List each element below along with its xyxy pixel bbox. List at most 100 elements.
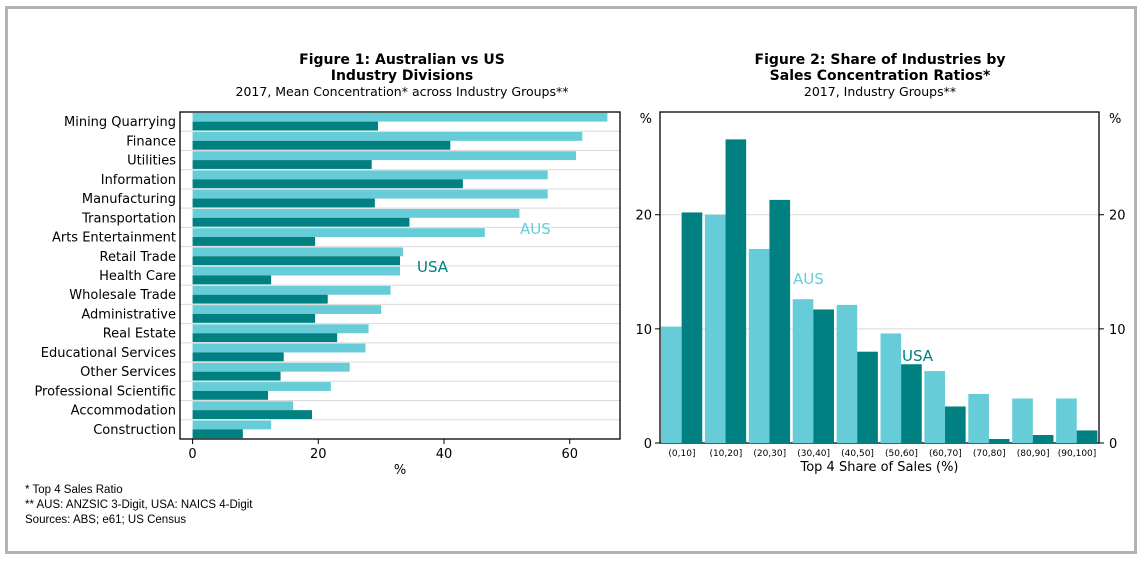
figure1-bar-aus-information [192,170,548,180]
figure1-bar-usa-finance [192,140,451,150]
figure1-subtitle: 2017, Mean Concentration* across Industr… [235,84,569,99]
figure2-category-label: (30,40] [797,449,830,459]
figure2-plot-frame [659,111,1100,444]
figure1-category-label: Information [101,173,176,188]
figure2-ytick-label-right: 10 [1109,323,1126,338]
figure1-bar-aus-manufacturing [192,189,548,199]
figure1-bar-aus-transportation [192,208,520,218]
figure2-bar-aus-40-50 [836,304,858,443]
figure1-bar-usa-professional-scientific [192,390,268,400]
figure1-category-label: Utilities [127,154,176,169]
figure1-bar-aus-other-services [192,362,350,372]
figure2-category-label: (70,80] [973,449,1006,459]
figure1-bar-usa-transportation [192,217,410,227]
figure2-bar-usa-90-100 [1076,430,1098,443]
figure1-category-label: Administrative [81,307,176,322]
figure1-xtick-label: 0 [188,447,196,462]
figure1-category-label: Health Care [99,269,176,284]
figure1-bar-usa-arts-entertainment [192,237,316,246]
figure1-bar-aus-mining-quarrying [192,112,608,122]
figure2-bar-usa-40-50 [857,351,878,443]
figure-frame [5,6,1137,554]
figure1-category-label: Mining Quarrying [64,115,176,130]
figure2-category-label: (60,70] [929,449,962,459]
figure2-category-label: (0,10] [668,449,695,459]
figure1-bar-usa-health-care [192,275,272,285]
figure1-bar-aus-health-care [192,266,400,276]
figure1-title-line2: Industry Divisions [330,68,474,84]
figure2-bar-aus-60-70 [924,371,946,443]
figure1-category-label: Manufacturing [82,192,176,207]
figure2-title-line1: Figure 2: Share of Industries by [754,52,1006,68]
figure2-ytick-label-right: 20 [1109,209,1126,224]
figure2-category-label: (90,100] [1058,449,1097,459]
figure1-plot-frame [179,111,621,440]
footnote-classification: ** AUS: ANZSIC 3-Digit, USA: NAICS 4-Dig… [25,499,253,511]
figure1-bar-usa-wholesale-trade [192,294,328,304]
figure1-category-label: Accommodation [71,404,176,419]
figure1-category-label: Arts Entertainment [52,231,176,246]
figure2-bar-usa-0-10 [681,212,703,443]
figure2-title-line2: Sales Concentration Ratios* [769,68,991,84]
figure1-series-label-usa: USA [417,258,449,276]
figure1-bar-usa-information [192,179,463,189]
figure1-category-label: Educational Services [41,346,176,361]
figure1-bar-aus-arts-entertainment [192,228,485,238]
figure2-bar-aus-20-30 [748,248,770,443]
footnote-sources: Sources: ABS; e61; US Census [25,514,187,526]
figure2-title-block: Figure 2: Share of Industries by Sales C… [660,52,1100,100]
figure2-series-label-usa: USA [902,347,934,365]
figure2-category-label: (50,60] [885,449,918,459]
figure1-xtick-label: 20 [310,447,327,462]
figure2-bar-aus-50-60 [880,333,902,443]
figure2-unit-right: % [1109,112,1121,127]
figure2-bar-usa-20-30 [769,199,791,443]
figure2-ytick-label-left: 0 [644,437,652,452]
figure2-bar-aus-80-90 [1012,398,1033,443]
figure1-bar-aus-wholesale-trade [192,285,391,295]
figure1-bar-aus-construction [192,420,272,430]
figure1-xtick-label: 40 [436,447,453,462]
figure2-bar-usa-80-90 [1032,435,1054,443]
figure2-ytick-label-right: 0 [1109,437,1117,452]
figure1-bar-aus-accommodation [192,401,294,411]
figure2-ytick-label-left: 10 [635,323,652,338]
figure2-bar-aus-90-100 [1056,398,1077,443]
figure1-bar-usa-utilities [192,160,372,169]
figure1-chart: Mining Quarrying Finance Utilities Informat… [34,111,621,475]
figure1-bar-aus-administrative [192,305,382,314]
figure2-chart: 0 0 10 10 20 20% % (0,10] (10,20] (20,30] (30,40] (… [635,111,1126,475]
figure1-title-block: Figure 1: Australian vs US Industry Divi… [202,52,602,100]
figure1-bar-usa-accommodation [192,410,312,419]
figure1-bar-usa-real-estate [192,333,338,343]
figure2-bar-usa-70-80 [988,439,1010,443]
figure2-category-label: (10,20] [709,449,742,459]
figure1-category-label: Real Estate [103,327,176,342]
figure1-bar-usa-educational-services [192,352,284,362]
figure2-bar-aus-10-20 [704,214,726,443]
figure1-bar-aus-finance [192,132,583,141]
figure1-bar-usa-administrative [192,313,316,323]
figure1-bar-aus-retail-trade [192,247,404,257]
figure2-bar-aus-70-80 [968,393,989,443]
figure1-bar-aus-educational-services [192,343,366,353]
figure1-xtick-label: 60 [561,447,578,462]
figure1-bar-aus-professional-scientific [192,382,331,391]
figure2-x-axis-label: Top 4 Share of Sales (%) [799,460,958,475]
figure1-bar-aus-utilities [192,151,577,161]
figure1-bar-usa-manufacturing [192,198,375,208]
figure1-category-label: Other Services [80,365,176,380]
figure2-series-label-aus: AUS [793,270,824,288]
figure2-bar-usa-60-70 [945,406,966,443]
figure1-category-label: Professional Scientific [34,384,176,399]
figure1-category-label: Construction [93,423,176,438]
footnote-concentration: * Top 4 Sales Ratio [25,484,123,496]
figure1-bar-usa-retail-trade [192,256,400,266]
figure1-category-label: Finance [126,134,176,149]
figure2-unit-left: % [640,112,652,127]
figure1-category-label: Retail Trade [100,250,176,265]
figure1-bar-aus-real-estate [192,324,369,334]
figure2-bar-aus-30-40 [792,299,814,443]
figure2-subtitle: 2017, Industry Groups** [803,84,957,99]
figure1-bar-usa-other-services [192,371,281,381]
